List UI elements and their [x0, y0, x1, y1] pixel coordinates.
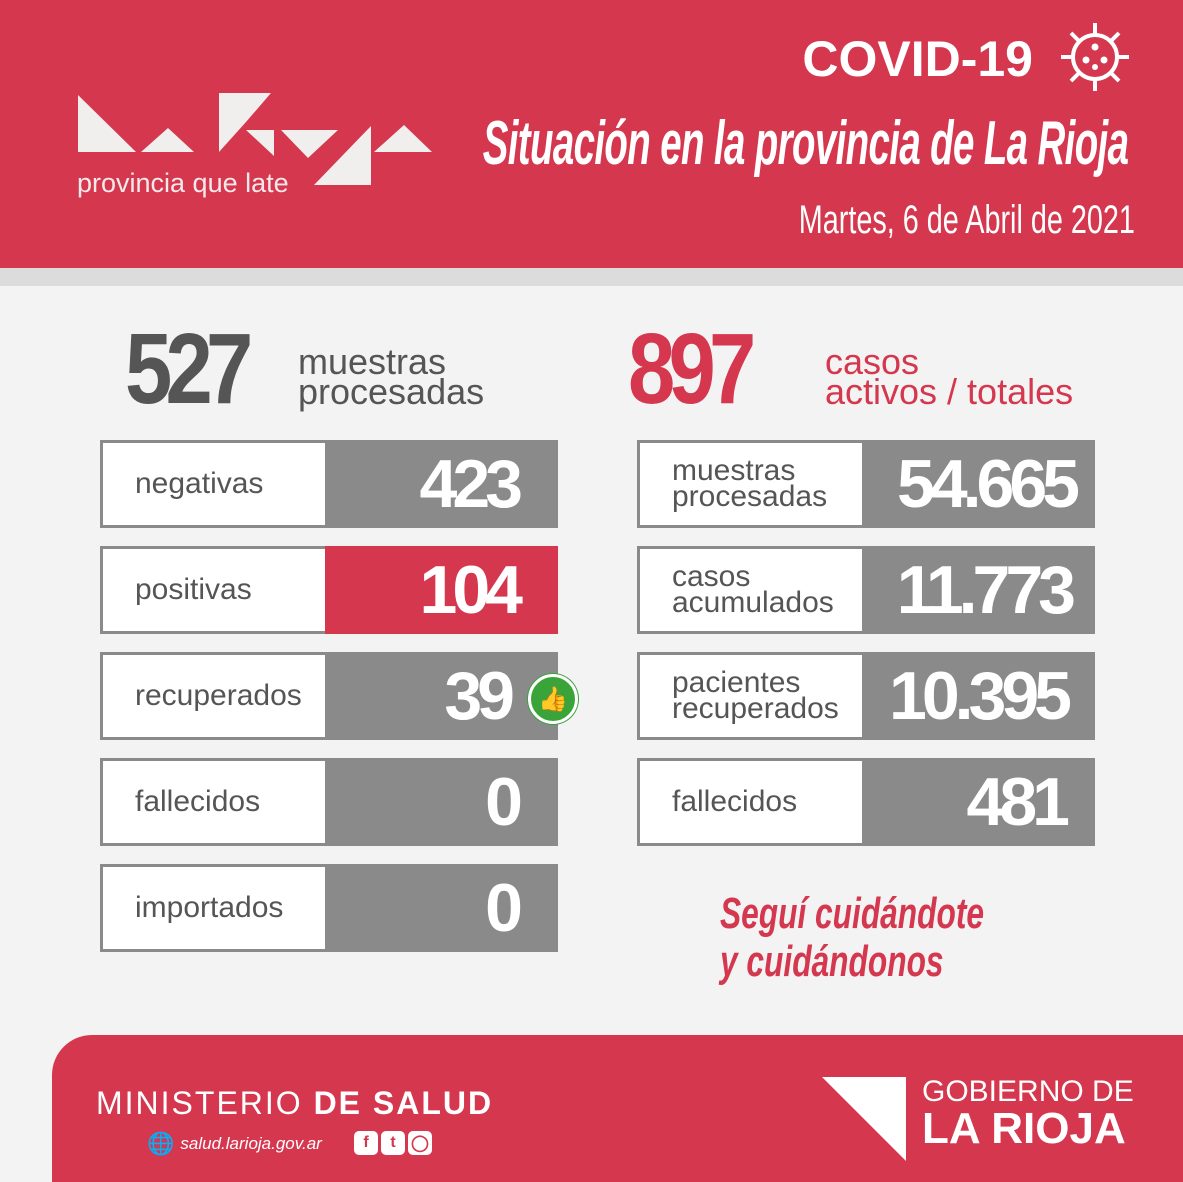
ministry-name: MINISTERIO DE SALUD: [96, 1085, 493, 1122]
logo-tagline: provincia que late: [77, 168, 289, 198]
report-date: Martes, 6 de Abril de 2021: [798, 198, 1135, 242]
page-title: Situación en la provincia de La Rioja: [482, 109, 1128, 178]
label-line: procesadas: [298, 371, 485, 412]
stat-label: fallecidos: [672, 785, 798, 818]
social-links: f t ◯: [354, 1131, 432, 1155]
slogan-line: Seguí cuidándote: [720, 889, 985, 938]
slogan-line: y cuidándonos: [720, 937, 944, 986]
header: provincia que late COVID-19 Situación en…: [0, 0, 1183, 268]
instagram-icon[interactable]: ◯: [408, 1131, 432, 1155]
stat-label: casos acumulados: [672, 549, 834, 631]
slogan: Seguí cuidándote y cuidándonos: [720, 890, 984, 986]
stat-row-recuperados: recuperados 39: [100, 652, 558, 740]
stat-label: muestras procesadas: [672, 443, 827, 525]
website-text: salud.larioja.gov.ar: [180, 1134, 322, 1153]
samples-label: muestras procesadas: [298, 341, 485, 412]
stat-value: 10.395: [862, 652, 1095, 740]
divider: [0, 268, 1183, 286]
label-line: muestras: [672, 454, 796, 487]
stat-value: 54.665: [862, 440, 1095, 528]
stat-row-fallecidos: fallecidos 0: [100, 758, 558, 846]
stat-value: 423: [325, 440, 558, 528]
stat-row-recuperados-total: pacientes recuperados 10.395: [637, 652, 1095, 740]
stat-label: recuperados: [135, 679, 302, 712]
label-line: muestras: [298, 341, 447, 382]
ministry-light: MINISTERIO: [96, 1085, 303, 1121]
stat-row-fallecidos-total: fallecidos 481: [637, 758, 1095, 846]
label-line: casos: [825, 341, 920, 382]
gobierno-label: GOBIERNO DE LA RIOJA: [922, 1077, 1134, 1151]
stat-value: 104: [325, 546, 558, 634]
thumbs-up-icon: 👍: [528, 674, 578, 724]
cases-label: casos activos / totales: [825, 341, 1074, 412]
facebook-icon[interactable]: f: [354, 1131, 378, 1155]
stat-value: 481: [862, 758, 1095, 846]
label-line: activos / totales: [825, 371, 1074, 412]
gob-line1: GOBIERNO DE: [922, 1075, 1134, 1108]
stat-value: 11.773: [862, 546, 1095, 634]
stat-label: importados: [135, 891, 284, 924]
cases-total: 897: [628, 313, 756, 425]
stat-label: positivas: [135, 573, 252, 606]
stat-label: negativas: [135, 467, 264, 500]
gob-line2: LA RIOJA: [922, 1104, 1126, 1153]
gobierno-logo-icon: [822, 1077, 906, 1161]
stat-row-casos: casos acumulados 11.773: [637, 546, 1095, 634]
label-line: acumulados: [672, 586, 834, 619]
virus-icon: [1061, 23, 1129, 91]
samples-total: 527: [125, 313, 253, 425]
stat-value: 39: [325, 652, 558, 740]
label-line: pacientes: [672, 666, 801, 699]
stat-label: fallecidos: [135, 785, 261, 818]
globe-icon: 🌐: [147, 1131, 175, 1156]
stat-row-positivas: positivas 104: [100, 546, 558, 634]
stat-row-muestras: muestras procesadas 54.665: [637, 440, 1095, 528]
label-line: procesadas: [672, 480, 828, 513]
label-line: casos: [672, 560, 751, 593]
stat-value: 0: [325, 864, 558, 952]
twitter-icon[interactable]: t: [381, 1131, 405, 1155]
website-link[interactable]: 🌐 salud.larioja.gov.ar: [147, 1131, 322, 1157]
la-rioja-logo: [78, 93, 432, 185]
stat-row-negativas: negativas 423: [100, 440, 558, 528]
footer: MINISTERIO DE SALUD 🌐 salud.larioja.gov.a…: [52, 1035, 1183, 1182]
covid-label: COVID-19: [802, 31, 1033, 87]
stat-value: 0: [325, 758, 558, 846]
label-line: recuperados: [672, 692, 839, 725]
stat-label: pacientes recuperados: [672, 655, 839, 737]
ministry-bold: DE SALUD: [313, 1085, 494, 1121]
stat-row-importados: importados 0: [100, 864, 558, 952]
